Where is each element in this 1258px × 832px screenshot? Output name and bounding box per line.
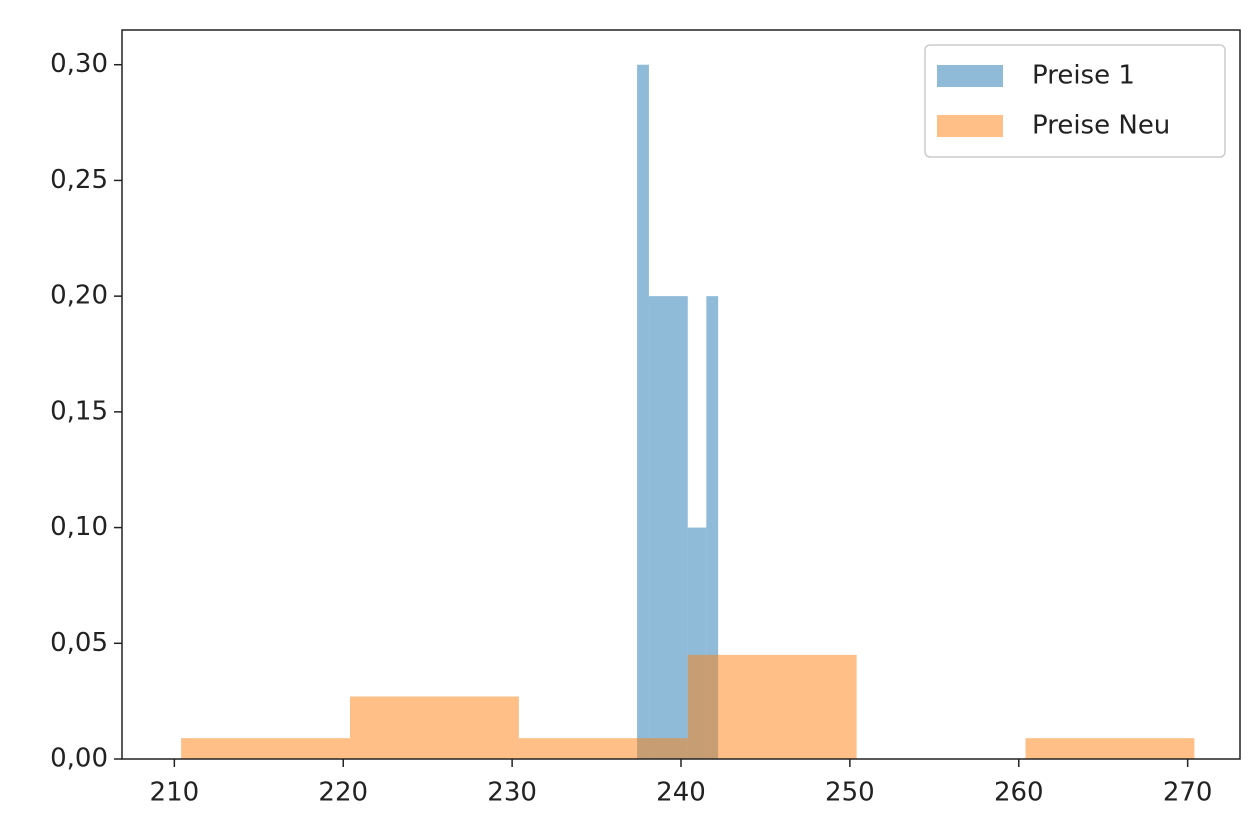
y-tick-label: 0,20	[50, 281, 108, 311]
bar	[1025, 738, 1195, 759]
x-tick-label: 230	[487, 778, 537, 808]
legend-swatch	[937, 65, 1003, 87]
legend: Preise 1 Preise Neu	[924, 44, 1226, 158]
legend-swatch	[937, 115, 1003, 137]
y-tick-label: 0,15	[50, 396, 108, 426]
bar	[706, 296, 719, 759]
x-tick-label: 250	[825, 778, 875, 808]
x-tick-label: 270	[1163, 778, 1213, 808]
y-tick-label: 0,10	[50, 512, 108, 542]
x-tick-label: 210	[150, 778, 200, 808]
bar	[181, 738, 350, 759]
x-tick-label: 220	[318, 778, 368, 808]
legend-label: Preise 1	[1032, 61, 1135, 91]
y-tick-label: 0,05	[50, 628, 108, 658]
bar	[637, 64, 649, 759]
bar	[648, 296, 688, 759]
y-tick-label: 0,00	[50, 744, 108, 774]
legend-label: Preise Neu	[1032, 111, 1170, 141]
bar	[349, 696, 519, 759]
y-tick-label: 0,25	[50, 165, 108, 195]
bar	[518, 738, 688, 759]
bar	[687, 654, 857, 759]
x-tick-label: 260	[994, 778, 1044, 808]
x-tick-label: 240	[656, 778, 706, 808]
y-tick-label: 0,30	[50, 49, 108, 79]
